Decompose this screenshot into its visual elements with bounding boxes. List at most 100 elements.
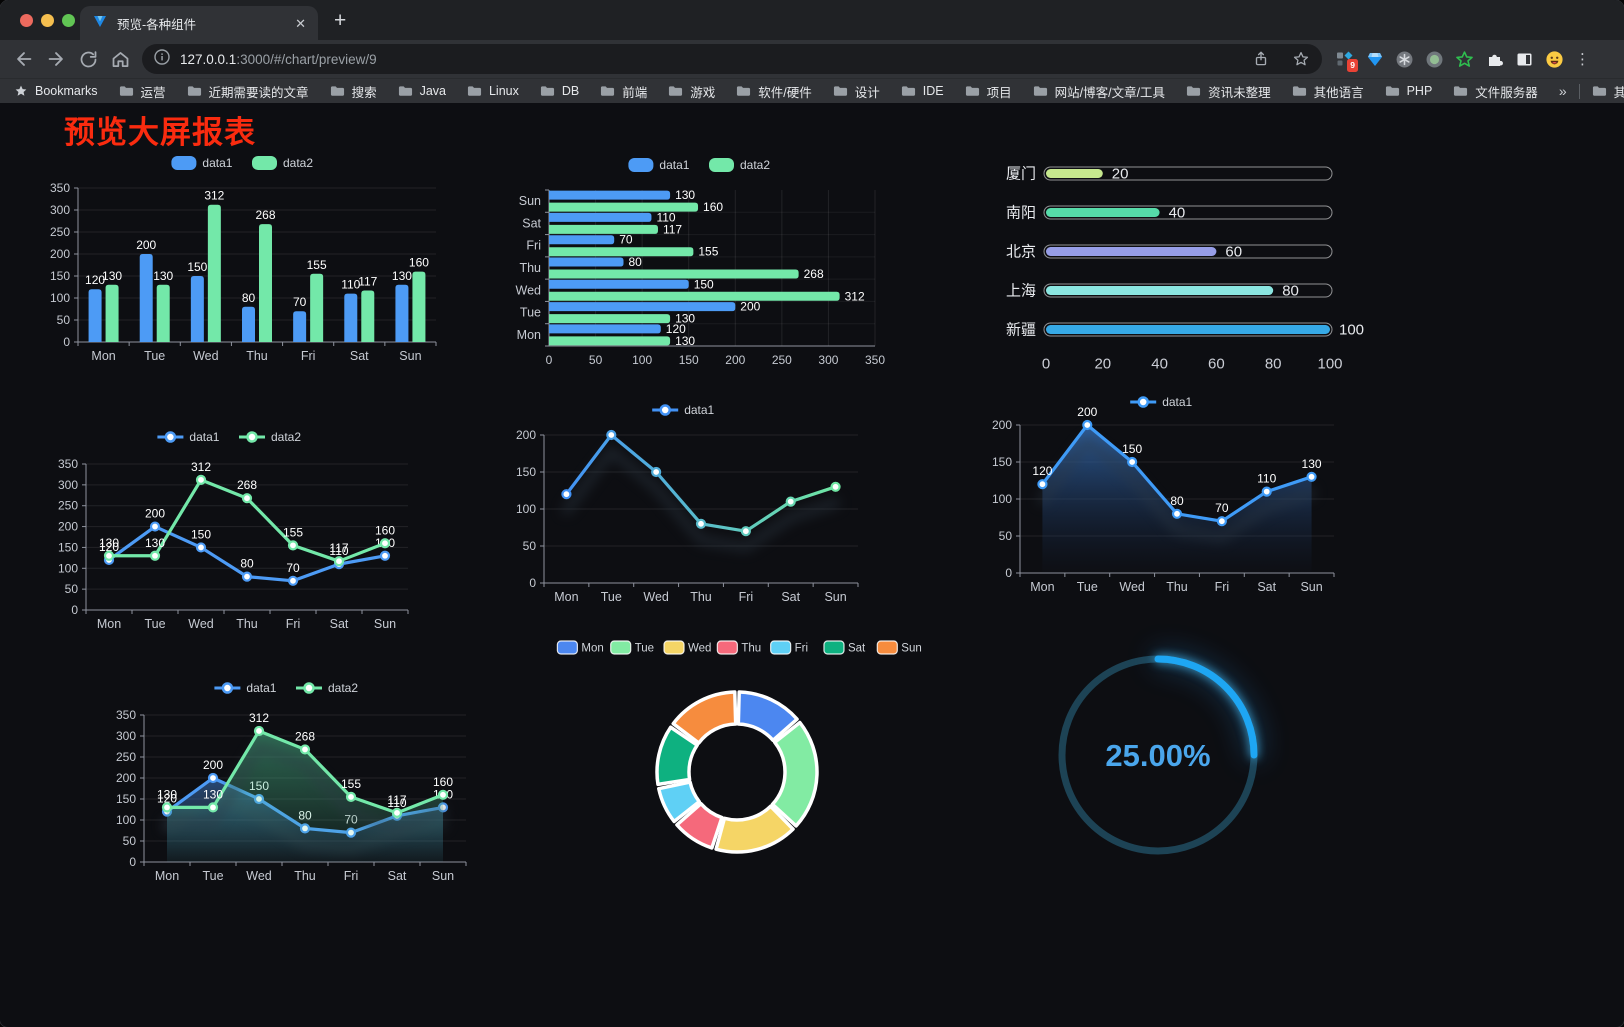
side-panel-icon[interactable] <box>1516 51 1533 68</box>
close-window-button[interactable] <box>20 14 33 27</box>
browser-menu-icon[interactable]: ⋮ <box>1575 51 1590 68</box>
forward-icon[interactable] <box>40 43 72 75</box>
svg-text:200: 200 <box>992 418 1012 432</box>
svg-text:155: 155 <box>307 258 327 272</box>
svg-text:Mon: Mon <box>1030 580 1054 594</box>
svg-text:70: 70 <box>286 561 300 575</box>
bookmark-item[interactable]: 设计 <box>833 82 880 101</box>
svg-text:Tue: Tue <box>601 590 622 604</box>
bookmark-item[interactable]: 软件/硬件 <box>736 82 812 101</box>
svg-text:Fri: Fri <box>286 617 301 631</box>
svg-text:Sun: Sun <box>399 349 421 363</box>
svg-text:200: 200 <box>145 507 165 521</box>
svg-text:155: 155 <box>283 525 303 539</box>
bookmark-item[interactable]: Java <box>398 84 446 98</box>
bookmark-item[interactable]: PHP <box>1385 84 1432 98</box>
bookmarks-overflow-icon[interactable]: » <box>1558 83 1567 99</box>
svg-text:80: 80 <box>1265 356 1282 373</box>
svg-text:150: 150 <box>694 277 714 291</box>
svg-text:Sat: Sat <box>781 590 800 604</box>
svg-text:312: 312 <box>204 189 224 203</box>
back-icon[interactable] <box>8 43 40 75</box>
bookmark-item[interactable]: Linux <box>467 84 519 98</box>
svg-text:160: 160 <box>375 523 395 537</box>
other-bookmarks[interactable]: 其他书签 <box>1592 82 1624 101</box>
bookmark-item[interactable]: 前端 <box>600 82 647 101</box>
city-progress-chart: 厦门 20 南阳 40 北京 60 上海 80 新疆 100 0 20 40 60 80 100 <box>992 155 1370 390</box>
bookmark-item[interactable]: 近期需要读的文章 <box>187 82 309 101</box>
svg-text:312: 312 <box>845 289 865 303</box>
svg-text:0: 0 <box>529 576 536 590</box>
svg-text:Sun: Sun <box>519 194 541 208</box>
svg-text:300: 300 <box>116 729 136 743</box>
bookmark-item[interactable]: 搜索 <box>330 82 377 101</box>
bookmark-item[interactable]: IDE <box>901 84 944 98</box>
svg-text:Thu: Thu <box>690 590 712 604</box>
folder-icon <box>540 86 554 96</box>
svg-text:Fri: Fri <box>795 643 808 655</box>
svg-text:厦门: 厦门 <box>1006 166 1036 183</box>
folder-icon <box>398 86 412 96</box>
svg-text:Sat: Sat <box>350 349 369 363</box>
extension-gem-icon[interactable] <box>1366 51 1383 68</box>
svg-text:150: 150 <box>1122 442 1142 456</box>
svg-text:data1: data1 <box>202 156 232 170</box>
svg-text:Wed: Wed <box>246 869 272 883</box>
extension-dot-icon[interactable] <box>1426 51 1443 68</box>
site-info-icon[interactable] <box>154 48 170 70</box>
new-tab-button[interactable]: + <box>334 9 347 32</box>
minimize-window-button[interactable] <box>41 14 54 27</box>
svg-text:150: 150 <box>992 455 1012 469</box>
bookmarks-manager[interactable]: Bookmarks <box>14 84 98 98</box>
bookmark-star-icon[interactable] <box>1286 45 1316 73</box>
folder-icon <box>901 86 915 96</box>
bookmark-item[interactable]: 运营 <box>119 82 166 101</box>
svg-text:Wed: Wed <box>688 643 711 655</box>
profile-avatar[interactable] <box>1546 50 1563 68</box>
reload-icon[interactable] <box>72 43 104 75</box>
share-icon[interactable] <box>1246 45 1276 73</box>
home-icon[interactable] <box>104 43 136 75</box>
address-bar[interactable]: 127.0.0.1:3000/#/chart/preview/9 <box>142 44 1322 74</box>
folder-icon <box>467 86 482 96</box>
extension-star-icon[interactable] <box>1456 50 1473 68</box>
svg-text:Mon: Mon <box>581 643 603 655</box>
bookmark-item[interactable]: 项目 <box>965 82 1012 101</box>
maximize-window-button[interactable] <box>62 14 75 27</box>
svg-text:100: 100 <box>632 353 652 367</box>
svg-text:Thu: Thu <box>741 643 761 655</box>
svg-text:Mon: Mon <box>91 349 115 363</box>
tab-close-icon[interactable]: ✕ <box>295 15 306 31</box>
svg-text:100: 100 <box>58 561 78 575</box>
window-controls[interactable] <box>20 14 75 27</box>
svg-text:Sun: Sun <box>824 590 846 604</box>
bookmarks-label: Bookmarks <box>35 84 98 98</box>
folder-icon <box>1454 86 1468 96</box>
svg-text:Sat: Sat <box>522 216 541 230</box>
svg-text:268: 268 <box>295 729 315 743</box>
bookmark-item[interactable]: 游戏 <box>668 82 715 101</box>
folder-icon <box>1187 86 1201 96</box>
svg-text:130: 130 <box>675 188 695 202</box>
svg-text:150: 150 <box>50 269 70 283</box>
extension-grid-icon[interactable]: 9 <box>1336 51 1358 72</box>
bookmarks-bar: Bookmarks 运营 近期需要读的文章 搜索 Java Linux DB 前端 游戏 软件/… <box>0 78 1624 103</box>
svg-text:Fri: Fri <box>526 239 541 253</box>
bookmark-item[interactable]: 资讯未整理 <box>1186 82 1271 101</box>
url-text[interactable]: 127.0.0.1:3000/#/chart/preview/9 <box>180 51 377 67</box>
bookmark-item[interactable]: 文件服务器 <box>1453 82 1538 101</box>
bookmark-item[interactable]: DB <box>540 84 579 98</box>
svg-text:100: 100 <box>992 492 1012 506</box>
extensions-puzzle-icon[interactable] <box>1486 51 1503 68</box>
page-title: 预览大屏报表 <box>64 115 256 150</box>
svg-text:Mon: Mon <box>517 328 541 342</box>
bookmark-item[interactable]: 网站/博客/文章/工具 <box>1033 82 1165 101</box>
svg-text:250: 250 <box>116 750 136 764</box>
browser-tab[interactable]: 预览-各种组件 ✕ <box>80 6 318 40</box>
svg-text:300: 300 <box>58 478 78 492</box>
extension-asterisk-icon[interactable] <box>1396 51 1413 68</box>
svg-text:300: 300 <box>818 353 838 367</box>
bookmark-item[interactable]: 其他语言 <box>1292 82 1364 101</box>
svg-text:120: 120 <box>1032 464 1052 478</box>
svg-text:110: 110 <box>329 544 348 558</box>
